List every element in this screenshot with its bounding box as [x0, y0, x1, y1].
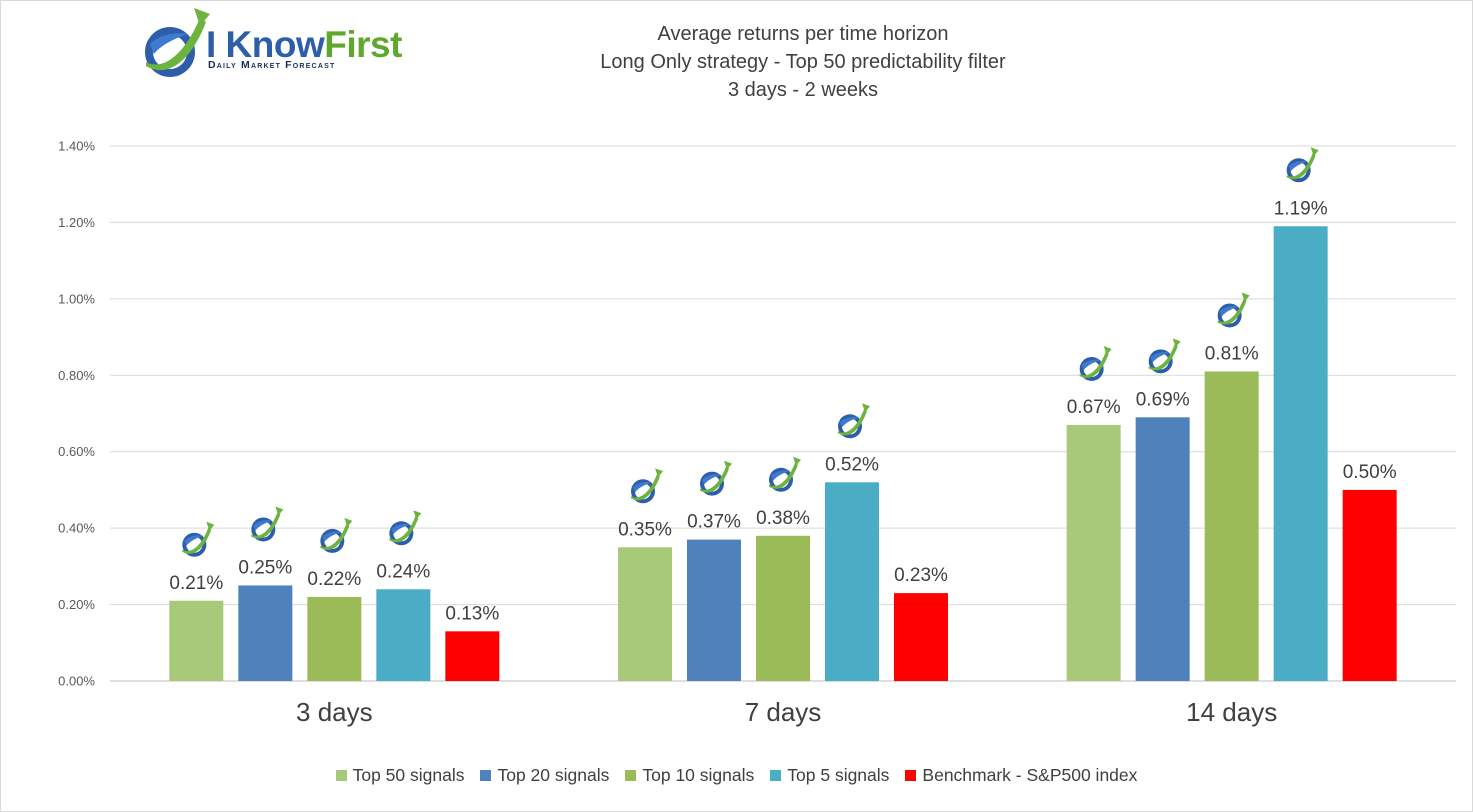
chart-title: Average returns per time horizon Long On… — [503, 20, 1103, 104]
ikf-swoosh-arrow-icon — [182, 521, 215, 557]
bar-chart: 0.00% 0.20% 0.40% 0.60% 0.80% 1.00% 1.20% 1.40%… — [58, 139, 1456, 727]
data-label: 0.25% — [238, 557, 292, 578]
data-label: 0.22% — [307, 569, 361, 590]
legend-label: Benchmark - S&P500 index — [922, 764, 1138, 785]
ikf-swoosh-arrow-icon — [700, 460, 732, 496]
bar — [1204, 371, 1259, 681]
bar — [376, 589, 431, 681]
logo-wordmark: I KnowFirst — [206, 24, 402, 65]
data-label: 0.81% — [1205, 343, 1259, 364]
legend-item: Top 10 signals — [625, 765, 754, 786]
bar — [1135, 417, 1190, 681]
y-tick-label: 0.00% — [58, 674, 95, 689]
data-label: 1.19% — [1274, 198, 1328, 219]
bar — [1342, 489, 1397, 681]
ikf-swoosh-arrow-icon — [838, 403, 870, 439]
bar — [756, 535, 810, 681]
data-label: 0.23% — [894, 565, 948, 586]
legend-swatch — [480, 769, 492, 781]
ikf-swoosh-arrow-icon — [1286, 147, 1319, 183]
bar — [238, 585, 293, 681]
chart-title-line-2: Long Only strategy - Top 50 predictabili… — [600, 51, 1006, 73]
ikf-swoosh-arrow-icon — [320, 517, 353, 553]
legend-swatch — [905, 769, 917, 781]
legend-label: Top 5 signals — [787, 764, 890, 785]
legend-label: Top 50 signals — [352, 764, 465, 785]
legend-swatch — [335, 769, 347, 781]
chart-title-line-1: Average returns per time horizon — [657, 23, 949, 45]
logo-tagline: Daily Market Forecast — [208, 59, 336, 71]
x-tick-label: 3 days — [296, 697, 373, 727]
data-label: 0.69% — [1136, 389, 1190, 410]
y-tick-label: 1.00% — [58, 291, 95, 306]
data-label: 0.24% — [376, 561, 430, 582]
bar — [825, 482, 879, 681]
bar — [618, 547, 672, 681]
legend-swatch — [770, 769, 782, 781]
ikf-logo: I KnowFirst Daily Market Forecast — [140, 4, 410, 82]
legend-label: Top 10 signals — [642, 764, 755, 785]
legend-label: Top 20 signals — [497, 764, 610, 785]
ikf-swoosh-arrow-icon — [145, 8, 210, 77]
x-tick-label: 14 days — [1186, 697, 1277, 727]
y-tick-label: 0.20% — [58, 597, 95, 612]
legend-item: Top 50 signals — [335, 764, 465, 786]
y-tick-label: 0.80% — [58, 368, 95, 383]
legend-item: Top 5 signals — [770, 765, 889, 786]
bar — [445, 631, 500, 681]
legend-item: Top 20 signals — [480, 765, 609, 786]
ikf-swoosh-arrow-icon — [389, 510, 422, 546]
y-tick-label: 0.60% — [58, 444, 95, 459]
ikf-swoosh-arrow-icon — [1217, 292, 1250, 328]
data-label: 0.35% — [618, 519, 672, 540]
ikf-swoosh-arrow-icon — [769, 456, 801, 492]
bar — [894, 593, 948, 681]
y-tick-label: 1.40% — [58, 139, 95, 154]
ikf-swoosh-arrow-icon — [1148, 338, 1181, 374]
y-tick-label: 0.40% — [58, 521, 95, 536]
data-label: 0.52% — [825, 454, 879, 475]
data-label: 0.38% — [756, 508, 810, 529]
bar — [307, 596, 362, 681]
bar — [1066, 424, 1121, 681]
data-label: 0.37% — [687, 512, 741, 533]
bar — [1273, 226, 1328, 681]
ikf-swoosh-arrow-icon — [251, 506, 284, 542]
data-label: 0.21% — [169, 573, 223, 594]
chart-title-line-3: 3 days - 2 weeks — [727, 79, 879, 101]
ikf-swoosh-arrow-icon — [1079, 345, 1112, 381]
data-label: 0.67% — [1067, 397, 1121, 418]
data-label: 0.13% — [445, 603, 499, 624]
x-tick-label: 7 days — [745, 697, 822, 727]
bar — [687, 539, 741, 681]
ikf-swoosh-arrow-icon — [631, 468, 663, 504]
legend-item: Benchmark - S&P500 index — [905, 765, 1137, 786]
bar — [169, 600, 224, 681]
y-tick-label: 1.20% — [58, 215, 95, 230]
chart-legend: Top 50 signals Top 20 signals Top 10 signa… — [0, 763, 1473, 787]
legend-swatch — [625, 769, 637, 781]
data-label: 0.50% — [1343, 462, 1397, 483]
